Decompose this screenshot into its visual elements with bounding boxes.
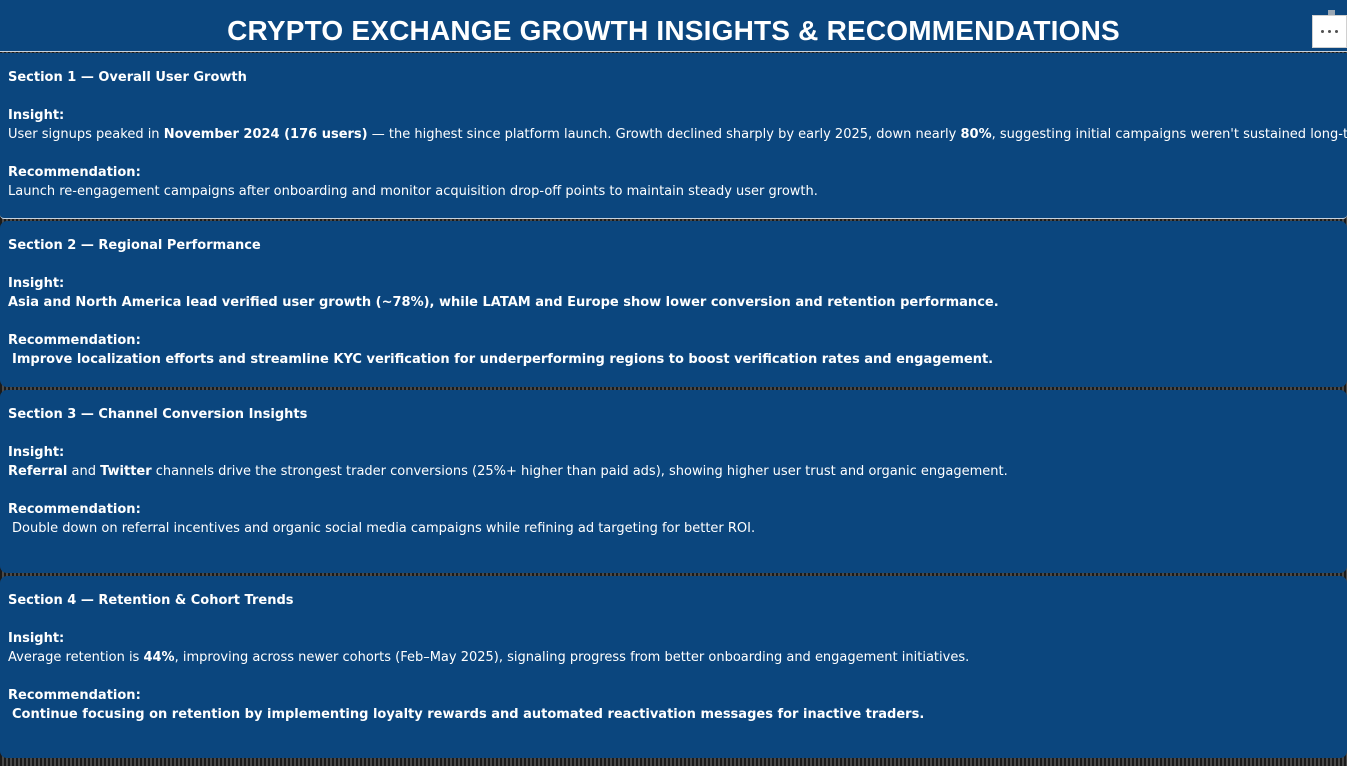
recommendation-label: Recommendation: (8, 333, 141, 348)
insight-text: Asia and North America lead verified use… (8, 295, 999, 310)
recommendation-label: Recommendation: (8, 165, 141, 180)
insight-label: Insight: (8, 276, 65, 291)
recommendation-label: Recommendation: (8, 688, 141, 703)
insight-text: Average retention is 44%, improving acro… (8, 650, 970, 665)
section-heading: Section 3 — Channel Conversion Insights (8, 407, 308, 422)
insight-text: Referral and Twitter channels drive the … (8, 464, 1008, 479)
title-bar: CRYPTO EXCHANGE GROWTH INSIGHTS & RECOMM… (0, 0, 1347, 52)
resize-handle[interactable] (1328, 10, 1335, 16)
section-heading: Section 2 — Regional Performance (8, 238, 261, 253)
section-regional-performance: Section 2 — Regional Performance Insight… (0, 221, 1347, 387)
recommendation-text: Launch re-engagement campaigns after onb… (8, 184, 818, 199)
more-horizontal-icon (1321, 30, 1338, 33)
recommendation-text: Double down on referral incentives and o… (12, 521, 756, 536)
more-options-button[interactable] (1312, 15, 1347, 48)
recommendation-text: Improve localization efforts and streaml… (12, 352, 994, 367)
section-retention-cohort: Section 4 — Retention & Cohort Trends In… (0, 576, 1347, 758)
recommendation-label: Recommendation: (8, 502, 141, 517)
section-channel-conversion: Section 3 — Channel Conversion Insights … (0, 390, 1347, 573)
page-title: CRYPTO EXCHANGE GROWTH INSIGHTS & RECOMM… (227, 15, 1120, 46)
insight-text: User signups peaked in November 2024 (17… (8, 127, 1347, 142)
section-overall-user-growth: Section 1 — Overall User Growth Insight:… (0, 53, 1347, 219)
insight-label: Insight: (8, 108, 65, 123)
insight-label: Insight: (8, 445, 65, 460)
recommendation-text: Continue focusing on retention by implem… (12, 707, 925, 722)
section-heading: Section 4 — Retention & Cohort Trends (8, 593, 294, 608)
insight-label: Insight: (8, 631, 65, 646)
section-heading: Section 1 — Overall User Growth (8, 70, 247, 85)
